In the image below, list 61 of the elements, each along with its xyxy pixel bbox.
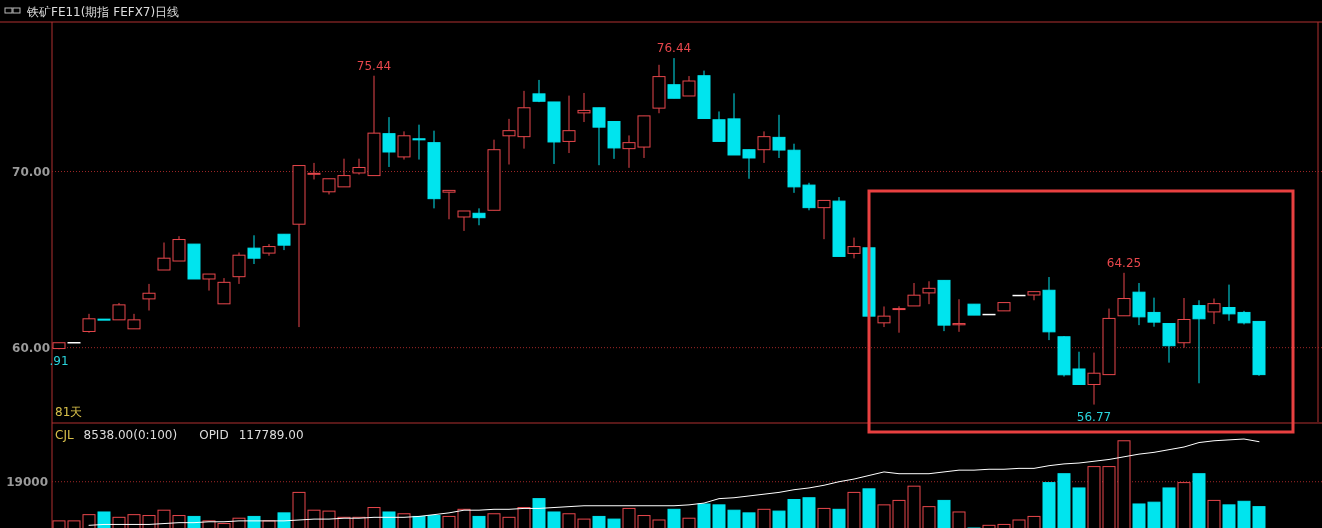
bar (817, 507, 831, 528)
bar (1177, 482, 1191, 528)
chart-title: 铁矿FE11(期指 FEFX7)日线 (26, 5, 180, 19)
candlestick (892, 305, 906, 334)
candlestick (1162, 323, 1176, 364)
annotation: 76.44 (656, 41, 692, 56)
y-tick-label: 60.00 (12, 340, 50, 355)
candlestick (142, 283, 156, 312)
candlestick (1177, 297, 1191, 349)
bar (937, 499, 951, 528)
candlestick (202, 273, 216, 292)
bar (187, 515, 201, 528)
candlestick (232, 252, 246, 285)
candlestick (1207, 298, 1221, 325)
bar (757, 508, 771, 528)
annotation: OPID (199, 428, 229, 442)
candlestick (847, 237, 861, 259)
candlestick (247, 234, 261, 265)
candlestick (562, 95, 576, 154)
candlestick (82, 313, 96, 334)
bar (862, 488, 876, 528)
y-tick-label: 70.00 (12, 164, 50, 179)
annotation: 81天 (55, 405, 83, 419)
annotation: .91 (49, 354, 69, 369)
bar (667, 508, 681, 528)
candlestick (952, 298, 966, 333)
candlestick (922, 280, 936, 305)
bar (1192, 473, 1206, 528)
candlestick (682, 75, 696, 97)
candlestick (457, 210, 471, 232)
bar (382, 511, 396, 528)
bar (397, 513, 411, 528)
annotation: 56.77 (1076, 409, 1112, 424)
candlestick (472, 207, 486, 226)
annotation: CJL (55, 428, 74, 442)
candlestick (817, 199, 831, 240)
candlestick (907, 282, 921, 307)
candlestick (1117, 272, 1131, 317)
candlestick (757, 130, 771, 164)
annotation: 64.25 (1106, 255, 1142, 270)
candlestick (397, 130, 411, 161)
annotation: 75.44 (356, 58, 392, 73)
bar (952, 511, 966, 528)
bar (97, 511, 111, 528)
candlestick (442, 189, 456, 220)
bar (832, 508, 846, 528)
bar (847, 491, 861, 528)
candlestick (217, 277, 231, 305)
candlestick (577, 92, 591, 123)
annotation: 8538.00(0:100) (83, 428, 178, 442)
text: 19000 (6, 474, 48, 489)
bar (682, 517, 696, 528)
candlestick (877, 305, 891, 328)
annotation: 117789.00 (238, 428, 304, 442)
bar (472, 515, 486, 528)
bar (277, 512, 291, 528)
bar (1207, 499, 1221, 528)
candlestick (1192, 299, 1206, 384)
candlestick (667, 57, 681, 99)
candlestick (382, 116, 396, 168)
candlestick (412, 124, 426, 161)
